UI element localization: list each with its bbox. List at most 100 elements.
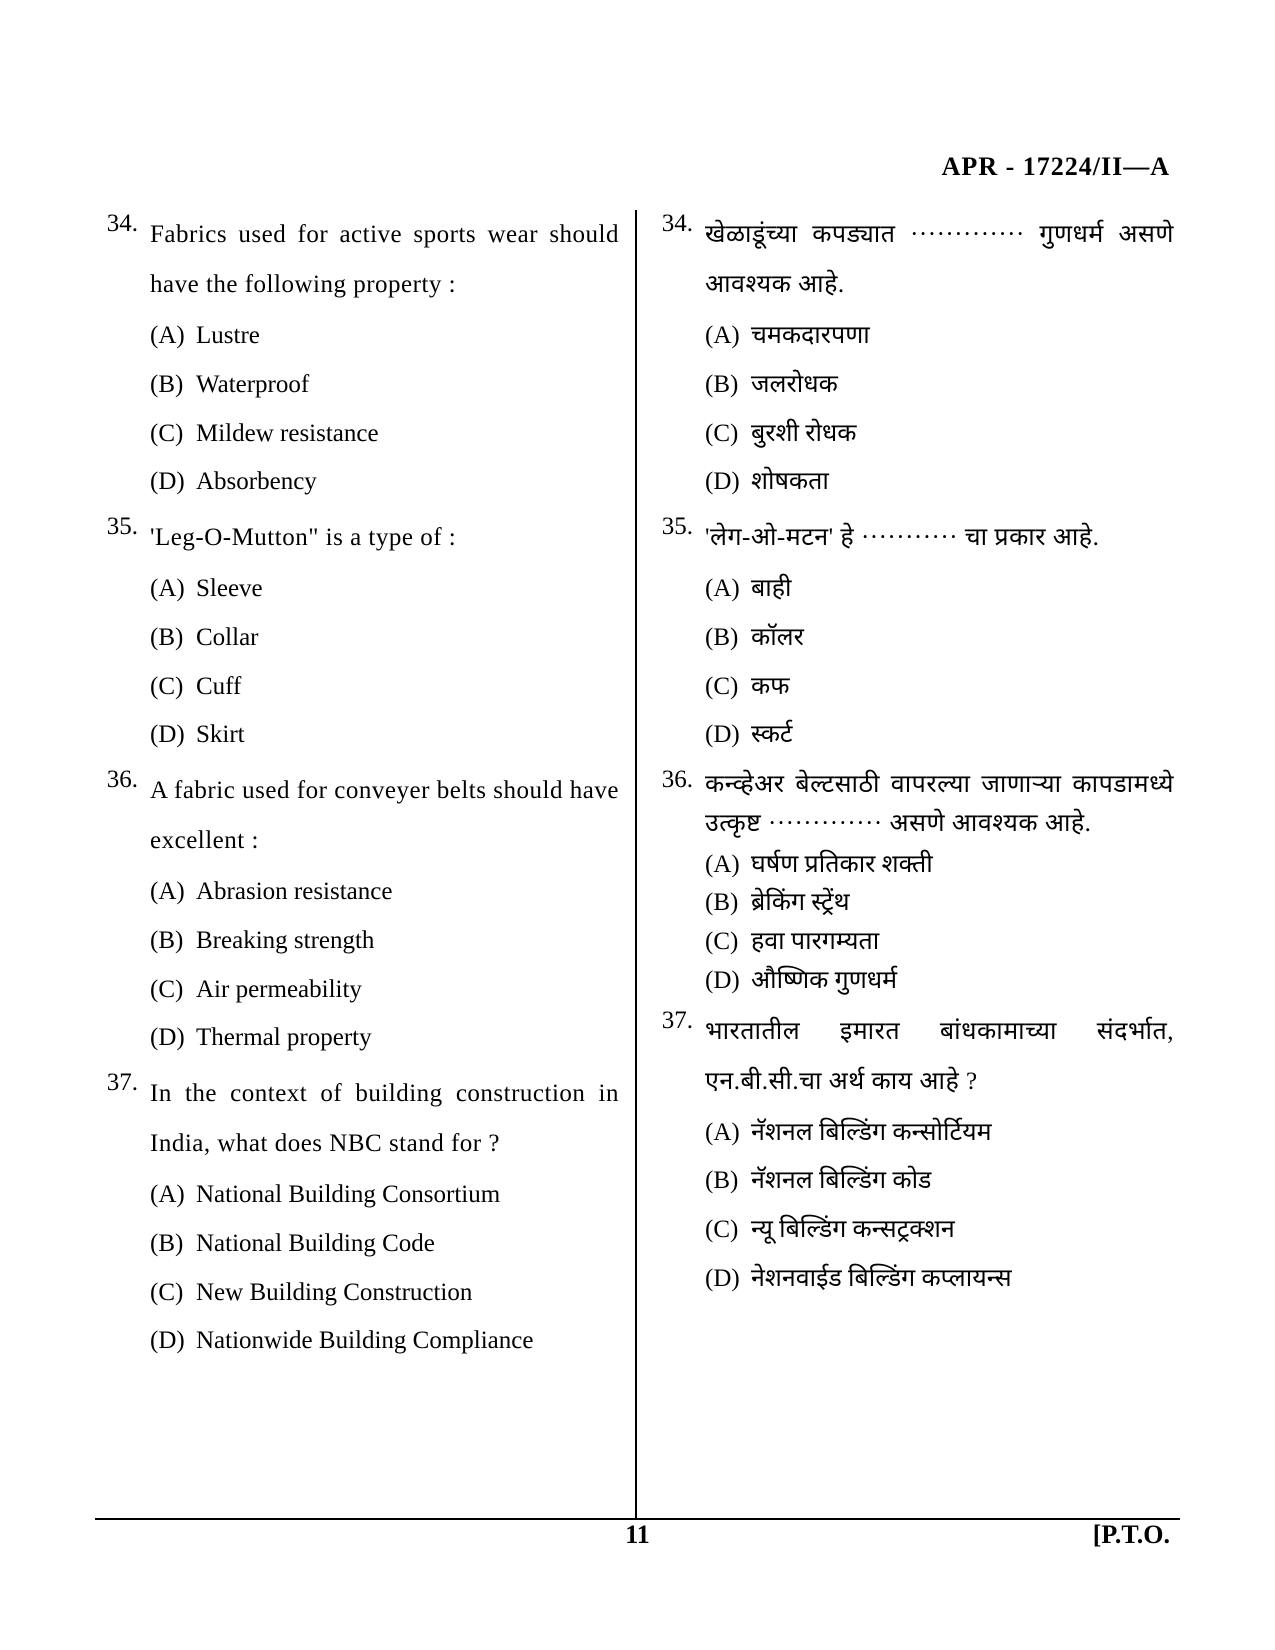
question-body: Fabrics used for active sports wear shou… (150, 210, 619, 507)
option: (B)जलरोधक (705, 361, 1174, 410)
question-body: खेळाडूंच्या कपड्यात ············· गुणधर्… (705, 210, 1174, 507)
question-number: 34. (95, 210, 150, 507)
option: (C)Cuff (150, 663, 619, 712)
question-body: In the context of building construction … (150, 1069, 619, 1366)
column-divider (635, 210, 637, 1518)
option: (A)चमकदारपणा (705, 312, 1174, 361)
option-text: Cuff (196, 663, 619, 712)
option-key: (A) (150, 868, 196, 917)
option-key: (D) (705, 458, 751, 507)
option-key: (C) (150, 410, 196, 459)
option-text: हवा पारगम्यता (751, 923, 1174, 962)
option-key: (D) (150, 458, 196, 507)
footer: 11 [P.T.O. (0, 1520, 1275, 1560)
option-text: कॉलर (751, 614, 1174, 663)
option-key: (C) (150, 1269, 196, 1318)
option-text: Collar (196, 614, 619, 663)
option-text: Skirt (196, 711, 619, 760)
option: (A)नॅशनल बिल्डिंग कन्सोर्टियम (705, 1109, 1174, 1158)
option-text: Abrasion resistance (196, 868, 619, 917)
option-key: (C) (705, 410, 751, 459)
option-key: (B) (705, 1157, 751, 1206)
option-text: Absorbency (196, 458, 619, 507)
paper-code: APR - 17224/II—A (942, 152, 1170, 182)
option-key: (B) (150, 917, 196, 966)
question-number: 35. (95, 513, 150, 760)
option-key: (A) (705, 1109, 751, 1158)
option: (B)Breaking strength (150, 917, 619, 966)
option: (A)Abrasion resistance (150, 868, 619, 917)
page-number: 11 (625, 1520, 650, 1550)
option-text: Thermal property (196, 1014, 619, 1063)
option: (C)न्यू बिल्डिंग कन्सट्रक्शन (705, 1206, 1174, 1255)
option: (C)New Building Construction (150, 1269, 619, 1318)
option-key: (D) (150, 1014, 196, 1063)
option-text: नेशनवाईड बिल्डिंग कप्लायन्स (751, 1255, 1174, 1304)
option-text: Breaking strength (196, 917, 619, 966)
option-key: (B) (705, 361, 751, 410)
content-area: 34.Fabrics used for active sports wear s… (95, 210, 1180, 1520)
option-key: (A) (150, 312, 196, 361)
option-key: (A) (705, 846, 751, 885)
option-text: कफ (751, 663, 1174, 712)
option: (A)Lustre (150, 312, 619, 361)
option: (A)घर्षण प्रतिकार शक्ती (705, 846, 1174, 885)
option-key: (D) (150, 711, 196, 760)
option-key: (D) (705, 962, 751, 1001)
question-stem: A fabric used for conveyer belts should … (150, 766, 619, 866)
option: (B)कॉलर (705, 614, 1174, 663)
question-body: भारतातील इमारत बांधकामाच्या संदर्भात, एन… (705, 1007, 1174, 1304)
option-text: Lustre (196, 312, 619, 361)
question-number: 34. (650, 210, 705, 507)
option-key: (B) (705, 614, 751, 663)
option: (C)हवा पारगम्यता (705, 923, 1174, 962)
question-body: 'लेग-ओ-मटन' हे ··········· चा प्रकार आहे… (705, 513, 1174, 760)
option-text: नॅशनल बिल्डिंग कोड (751, 1157, 1174, 1206)
question: 34.Fabrics used for active sports wear s… (95, 210, 625, 507)
option-text: न्यू बिल्डिंग कन्सट्रक्शन (751, 1206, 1174, 1255)
option-key: (B) (150, 1220, 196, 1269)
option: (C)Mildew resistance (150, 410, 619, 459)
option-key: (A) (150, 565, 196, 614)
option: (B)ब्रेकिंग स्ट्रेंथ (705, 884, 1174, 923)
option-key: (B) (150, 614, 196, 663)
option: (A)National Building Consortium (150, 1171, 619, 1220)
question-body: A fabric used for conveyer belts should … (150, 766, 619, 1063)
option-key: (B) (705, 884, 751, 923)
question: 36.A fabric used for conveyer belts shou… (95, 766, 625, 1063)
option: (D)Absorbency (150, 458, 619, 507)
question-number: 36. (650, 766, 705, 1001)
question-stem: कन्व्हेअर बेल्टसाठी वापरल्या जाणाऱ्या का… (705, 766, 1174, 844)
question-stem: 'लेग-ओ-मटन' हे ··········· चा प्रकार आहे… (705, 513, 1174, 563)
option-text: ब्रेकिंग स्ट्रेंथ (751, 884, 1174, 923)
option-text: बुरशी रोधक (751, 410, 1174, 459)
option: (C)बुरशी रोधक (705, 410, 1174, 459)
right-column: 34.खेळाडूंच्या कपड्यात ············· गुण… (650, 210, 1180, 1518)
question: 37.भारतातील इमारत बांधकामाच्या संदर्भात,… (650, 1007, 1180, 1304)
option-text: National Building Consortium (196, 1171, 619, 1220)
option: (B)National Building Code (150, 1220, 619, 1269)
option: (C)Air permeability (150, 966, 619, 1015)
option-key: (C) (705, 923, 751, 962)
option: (D)शोषकता (705, 458, 1174, 507)
option-text: औष्णिक गुणधर्म (751, 962, 1174, 1001)
option-text: Waterproof (196, 361, 619, 410)
option-text: चमकदारपणा (751, 312, 1174, 361)
option-key: (A) (705, 312, 751, 361)
option-text: नॅशनल बिल्डिंग कन्सोर्टियम (751, 1109, 1174, 1158)
option-text: बाही (751, 565, 1174, 614)
question-number: 37. (650, 1007, 705, 1304)
option: (D)औष्णिक गुणधर्म (705, 962, 1174, 1001)
option: (D)नेशनवाईड बिल्डिंग कप्लायन्स (705, 1255, 1174, 1304)
question: 34.खेळाडूंच्या कपड्यात ············· गुण… (650, 210, 1180, 507)
option: (A)Sleeve (150, 565, 619, 614)
option-text: National Building Code (196, 1220, 619, 1269)
option-key: (D) (705, 711, 751, 760)
option-text: घर्षण प्रतिकार शक्ती (751, 846, 1174, 885)
option-text: Air permeability (196, 966, 619, 1015)
question-number: 35. (650, 513, 705, 760)
option: (D)Thermal property (150, 1014, 619, 1063)
exam-page: APR - 17224/II—A 34.Fabrics used for act… (0, 0, 1275, 1650)
question-body: कन्व्हेअर बेल्टसाठी वापरल्या जाणाऱ्या का… (705, 766, 1174, 1001)
question: 36.कन्व्हेअर बेल्टसाठी वापरल्या जाणाऱ्या… (650, 766, 1180, 1001)
